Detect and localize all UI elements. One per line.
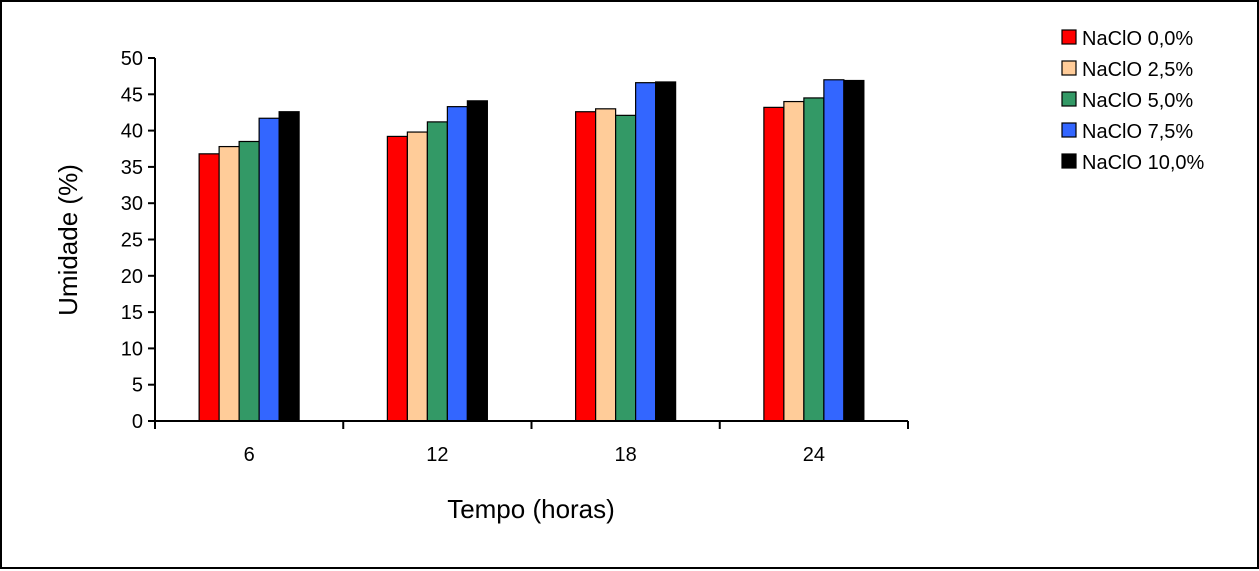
legend-label: NaClO 7,5% — [1082, 121, 1193, 143]
y-tick-label: 40 — [121, 121, 143, 143]
bar-24-3 — [803, 97, 825, 422]
bar-12-1 — [386, 135, 408, 422]
legend-label: NaClO 2,5% — [1082, 59, 1193, 81]
bar-18-2 — [595, 108, 617, 422]
legend-label: NaClO 0,0% — [1082, 28, 1193, 50]
legend-swatch — [1061, 91, 1077, 107]
bar-6-1 — [198, 153, 220, 422]
y-tick-label: 50 — [121, 48, 143, 70]
legend-swatch — [1061, 122, 1077, 138]
legend-swatch — [1061, 153, 1077, 169]
x-tick-label: 12 — [426, 444, 448, 466]
y-tick-label: 10 — [121, 338, 143, 360]
bar-18-3 — [615, 114, 637, 422]
bar-24-4 — [823, 79, 845, 422]
bar-6-4 — [258, 117, 280, 422]
x-tick-label: 24 — [803, 444, 825, 466]
legend: NaClO 0,0% NaClO 2,5% NaClO 5,0% NaClO 7,5%… — [1061, 28, 1204, 174]
bar-24-1 — [763, 106, 785, 422]
bar-12-5 — [466, 100, 488, 422]
legend-swatch — [1061, 29, 1077, 45]
legend-label: NaClO 5,0% — [1082, 90, 1193, 112]
bar-18-1 — [575, 111, 597, 422]
bar-12-4 — [446, 106, 468, 422]
bar-18-5 — [655, 81, 677, 422]
y-tick-label: 25 — [121, 230, 143, 252]
legend-swatch — [1061, 60, 1077, 76]
bar-24-5 — [843, 79, 865, 422]
x-tick-label: 6 — [244, 444, 255, 466]
y-tick-label: 35 — [121, 157, 143, 179]
bar-12-3 — [426, 121, 448, 422]
y-tick-label: 5 — [132, 375, 143, 397]
y-tick-label: 15 — [121, 302, 143, 324]
bar-24-2 — [783, 100, 805, 422]
y-tick-label: 30 — [121, 193, 143, 215]
bar-18-4 — [635, 82, 657, 422]
x-axis-title: Tempo (horas) — [447, 494, 615, 524]
y-tick-label: 0 — [132, 411, 143, 433]
y-axis-title: Umidade (%) — [53, 164, 83, 316]
y-tick-label: 20 — [121, 266, 143, 288]
bar-6-5 — [278, 111, 300, 422]
x-tick-label: 18 — [615, 444, 637, 466]
bar-12-2 — [406, 131, 428, 422]
legend-label: NaClO 10,0% — [1082, 152, 1204, 174]
bar-6-2 — [218, 145, 240, 422]
bar-6-3 — [238, 140, 260, 422]
y-tick-label: 45 — [121, 84, 143, 106]
